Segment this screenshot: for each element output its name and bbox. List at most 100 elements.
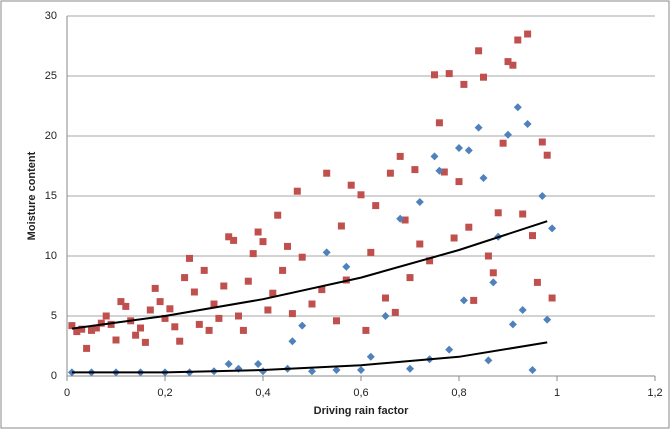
square-point xyxy=(357,191,365,199)
diamond-point xyxy=(224,360,233,368)
square-point xyxy=(97,319,105,327)
square-point xyxy=(195,320,203,328)
diamond-point xyxy=(322,248,331,257)
square-point xyxy=(475,47,483,55)
square-point xyxy=(190,288,198,296)
diamond-point xyxy=(523,120,532,128)
square-point xyxy=(235,312,242,320)
square-point xyxy=(146,306,154,314)
square-point xyxy=(225,233,233,241)
square-point xyxy=(450,234,458,242)
square-point xyxy=(519,210,527,218)
diamond-point xyxy=(543,315,552,324)
square-point xyxy=(391,308,399,316)
square-point xyxy=(411,166,419,174)
square-point xyxy=(215,314,223,322)
square-point xyxy=(200,266,208,274)
diamond-point xyxy=(459,296,468,305)
square-point xyxy=(543,151,551,159)
square-point xyxy=(401,216,409,224)
square-point xyxy=(514,36,522,44)
square-point xyxy=(176,337,184,345)
diamond-point xyxy=(548,224,557,233)
square-point xyxy=(68,322,76,330)
square-point xyxy=(533,278,541,286)
x-tick-label: 0,2 xyxy=(157,387,172,399)
square-point xyxy=(333,317,340,325)
square-point xyxy=(504,58,512,66)
square-point xyxy=(480,73,487,81)
square-point xyxy=(288,310,296,318)
square-point xyxy=(279,266,287,274)
y-tick-label: 20 xyxy=(45,130,57,142)
diamond-point xyxy=(508,320,517,329)
diamond-point xyxy=(474,123,483,132)
square-point xyxy=(171,323,179,331)
square-point xyxy=(254,228,262,236)
square-point xyxy=(181,274,189,282)
square-point xyxy=(494,209,502,217)
diamond-point xyxy=(406,364,414,373)
diamond-point xyxy=(489,278,498,287)
diamond-point xyxy=(366,352,375,361)
square-point xyxy=(244,277,252,285)
square-point xyxy=(455,178,463,186)
diamond-point xyxy=(528,366,537,374)
square-point xyxy=(264,306,272,314)
square-point xyxy=(440,168,448,176)
diamond-point xyxy=(504,130,512,139)
square-point xyxy=(367,248,375,256)
square-point xyxy=(323,169,331,177)
diamond-point xyxy=(308,367,316,376)
square-point xyxy=(396,152,404,160)
x-tick-label: 1 xyxy=(554,387,560,399)
square-point xyxy=(470,296,478,304)
x-tick-label: 1,2 xyxy=(647,387,662,399)
diamond-point xyxy=(381,312,390,320)
square-point xyxy=(460,80,468,88)
x-tick-label: 0,4 xyxy=(255,387,270,399)
x-tick-label: 0,6 xyxy=(353,387,368,399)
square-point xyxy=(298,253,306,261)
square-point xyxy=(524,30,532,38)
square-point xyxy=(382,294,389,302)
square-point xyxy=(205,326,213,334)
diamond-point xyxy=(332,366,341,374)
square-point xyxy=(435,119,443,127)
diamond-point xyxy=(479,174,488,182)
diamond-point xyxy=(484,356,493,365)
square-point xyxy=(112,336,120,344)
square-point xyxy=(426,257,434,265)
square-point xyxy=(406,274,414,282)
square-point xyxy=(284,242,291,250)
y-tick-label: 5 xyxy=(51,310,57,322)
x-tick-label: 0 xyxy=(64,387,70,399)
square-point xyxy=(132,331,140,339)
square-point xyxy=(431,71,438,79)
square-point xyxy=(117,298,125,306)
y-tick-label: 25 xyxy=(45,70,57,82)
y-tick-label: 15 xyxy=(45,190,57,202)
square-point xyxy=(274,211,282,219)
diamond-point xyxy=(288,337,297,346)
square-point xyxy=(156,298,164,306)
diamond-point xyxy=(342,262,351,271)
square-point xyxy=(484,252,492,260)
diamond-point xyxy=(518,306,527,314)
square-point xyxy=(220,282,228,290)
square-point xyxy=(88,326,95,334)
square-point xyxy=(259,238,267,246)
square-point xyxy=(239,326,247,334)
square-point xyxy=(269,289,277,297)
x-tick-label: 0,8 xyxy=(451,387,466,399)
x-axis-label: Driving rain factor xyxy=(314,405,409,417)
diamond-point xyxy=(513,103,522,112)
diamond-point xyxy=(430,152,439,161)
trend-line xyxy=(71,341,548,374)
y-axis-label: Moisture content xyxy=(26,151,38,240)
square-point xyxy=(151,284,159,292)
diamond-point xyxy=(298,321,307,330)
diamond-point xyxy=(464,146,473,155)
diamond-point xyxy=(415,198,424,206)
